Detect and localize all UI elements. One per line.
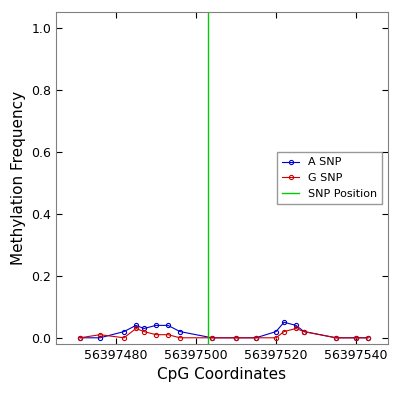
Y-axis label: Methylation Frequency: Methylation Frequency — [10, 91, 26, 265]
A SNP — [254, 335, 258, 340]
G SNP — [354, 335, 358, 340]
Line: A SNP: A SNP — [78, 320, 370, 340]
Line: G SNP: G SNP — [78, 326, 370, 340]
G SNP — [274, 335, 278, 340]
A SNP — [294, 323, 298, 328]
X-axis label: CpG Coordinates: CpG Coordinates — [158, 368, 286, 382]
G SNP — [366, 335, 370, 340]
G SNP — [134, 326, 138, 331]
A SNP — [210, 335, 214, 340]
Legend: A SNP, G SNP, SNP Position: A SNP, G SNP, SNP Position — [277, 152, 382, 204]
G SNP — [254, 335, 258, 340]
A SNP — [98, 335, 102, 340]
A SNP — [142, 326, 146, 331]
A SNP — [366, 335, 370, 340]
A SNP — [274, 329, 278, 334]
G SNP — [282, 329, 286, 334]
G SNP — [166, 332, 170, 337]
G SNP — [210, 335, 214, 340]
G SNP — [302, 329, 306, 334]
G SNP — [98, 332, 102, 337]
A SNP — [234, 335, 238, 340]
A SNP — [134, 323, 138, 328]
A SNP — [78, 335, 82, 340]
G SNP — [294, 326, 298, 331]
G SNP — [334, 335, 338, 340]
A SNP — [282, 320, 286, 325]
A SNP — [334, 335, 338, 340]
G SNP — [154, 332, 158, 337]
A SNP — [122, 329, 126, 334]
G SNP — [78, 335, 82, 340]
A SNP — [166, 323, 170, 328]
A SNP — [178, 329, 182, 334]
G SNP — [178, 335, 182, 340]
G SNP — [142, 329, 146, 334]
A SNP — [354, 335, 358, 340]
A SNP — [154, 323, 158, 328]
A SNP — [302, 329, 306, 334]
G SNP — [234, 335, 238, 340]
G SNP — [122, 335, 126, 340]
